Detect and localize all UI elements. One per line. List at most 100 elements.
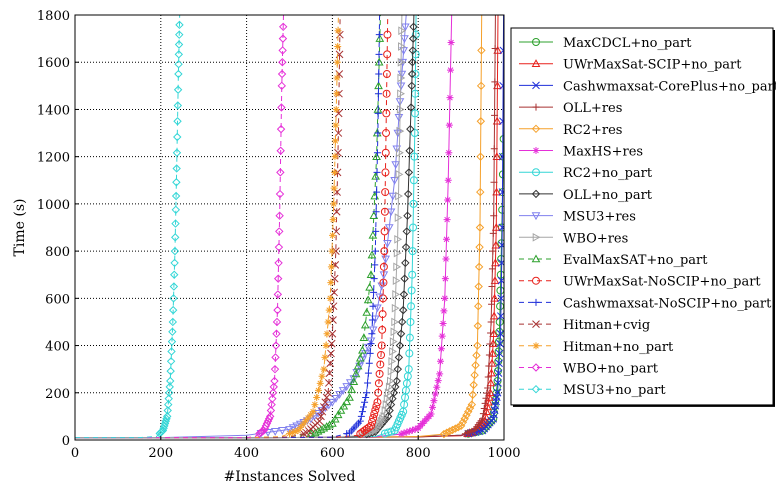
legend-marker (531, 124, 541, 134)
legend: MaxCDCL+no_part UWrMaxSat-SCIP+no_part Cas… (510, 27, 776, 407)
data-point (370, 315, 380, 324)
data-point (171, 191, 181, 201)
data-point (168, 317, 178, 327)
data-point (345, 392, 354, 401)
data-point (368, 326, 378, 335)
data-point (370, 275, 378, 283)
data-point (498, 152, 504, 161)
legend-marker (531, 384, 541, 394)
data-point (373, 398, 382, 407)
data-point (330, 288, 338, 297)
data-point (484, 373, 492, 381)
data-point (321, 398, 330, 407)
data-point (266, 406, 276, 415)
data-point (299, 429, 308, 438)
legend-marker (532, 232, 541, 242)
data-point (364, 379, 372, 387)
data-point (396, 105, 405, 114)
data-point (389, 337, 398, 346)
legend-box (510, 27, 774, 406)
data-point (444, 176, 452, 184)
data-point (369, 211, 379, 219)
data-point (391, 161, 401, 170)
data-point (164, 394, 173, 403)
legend-label: MaxHS+res (563, 145, 643, 160)
data-point (328, 398, 337, 407)
data-point (490, 293, 499, 302)
data-point (491, 222, 501, 231)
data-point (476, 81, 486, 91)
data-point (329, 231, 337, 239)
data-point (496, 329, 504, 338)
data-point (447, 39, 455, 47)
series-line (75, 15, 417, 439)
data-point (476, 117, 486, 126)
legend-marker (531, 212, 541, 221)
data-point (482, 407, 491, 415)
data-point (169, 294, 178, 303)
data-point (498, 223, 504, 232)
data-point (358, 408, 366, 416)
data-point (318, 372, 326, 380)
data-point (356, 417, 364, 425)
legend-label: Hitman+cvig (563, 318, 650, 333)
data-point (358, 356, 367, 365)
data-point (382, 400, 391, 409)
data-point (408, 58, 417, 67)
data-point (264, 414, 274, 423)
data-point (294, 427, 302, 435)
data-point (495, 317, 504, 326)
data-point (403, 189, 413, 199)
data-point (273, 274, 283, 283)
data-point (374, 109, 382, 117)
data-point (170, 246, 180, 256)
data-point (480, 405, 488, 413)
y-tick-label: 1400 (37, 103, 70, 118)
data-point (492, 116, 502, 125)
data-point (302, 417, 310, 425)
legend-label: UWrMaxSat-NoSCIP+no_part (563, 275, 761, 290)
data-point (469, 380, 478, 390)
data-point (292, 422, 301, 431)
data-point (442, 428, 452, 437)
data-point (175, 30, 184, 39)
data-point (392, 145, 402, 154)
x-tick-label: 600 (320, 446, 345, 461)
data-point (484, 397, 493, 406)
x-tick-label: 0 (71, 446, 79, 461)
legend-label: MSU3+no_part (563, 383, 666, 398)
series-4 (75, 15, 486, 439)
data-point (274, 258, 283, 268)
data-point (313, 394, 321, 401)
legend-marker (532, 298, 540, 306)
data-point (496, 270, 504, 279)
data-point (487, 368, 496, 377)
data-point (315, 417, 324, 425)
data-point (271, 353, 280, 362)
legend-label: RC2+no_part (563, 166, 653, 181)
data-point (396, 148, 404, 158)
data-point (494, 369, 503, 377)
data-point (490, 145, 498, 153)
data-point (375, 293, 384, 302)
data-point (448, 425, 457, 435)
data-point (442, 255, 450, 263)
data-point (410, 109, 419, 118)
data-point (430, 397, 438, 405)
data-point (291, 428, 299, 436)
series-line (75, 15, 403, 439)
data-point (357, 412, 365, 420)
y-tick-label: 1600 (37, 56, 70, 71)
data-point (362, 394, 370, 401)
legend-label: WBO+res (563, 231, 628, 246)
data-point (411, 425, 419, 433)
data-point (332, 105, 340, 113)
series-line (75, 15, 284, 439)
data-point (488, 283, 496, 291)
data-point (397, 430, 405, 438)
data-point (328, 418, 337, 427)
data-point (381, 255, 391, 264)
data-point (367, 250, 377, 259)
data-point (333, 90, 341, 98)
data-point (171, 205, 181, 214)
